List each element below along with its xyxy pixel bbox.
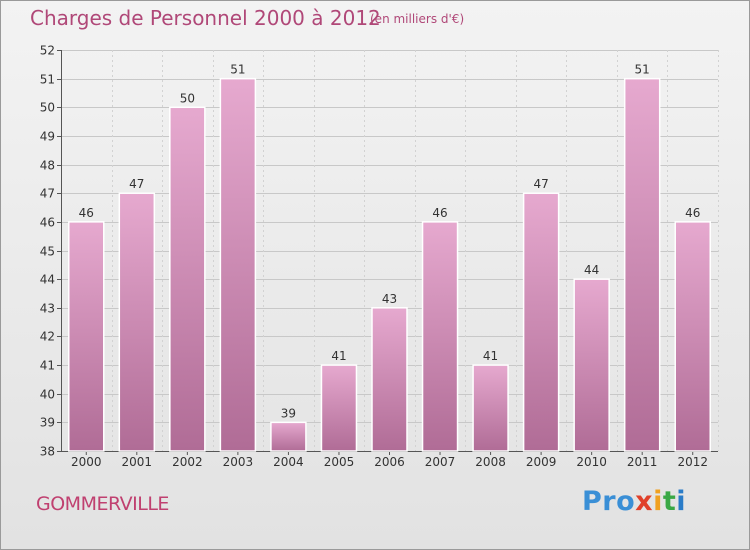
value-label-2012: 46 (685, 206, 700, 220)
value-label-2011: 51 (635, 63, 650, 77)
x-tick-label-2000: 2000 (71, 455, 102, 469)
x-tick-label-2006: 2006 (374, 455, 405, 469)
y-tick-label: 50 (40, 101, 55, 115)
x-tick-label-2005: 2005 (324, 455, 355, 469)
x-tick-label-2008: 2008 (475, 455, 506, 469)
y-tick-label: 47 (40, 187, 55, 201)
logo-part-i1: i (653, 486, 663, 517)
value-label-2010: 44 (584, 263, 599, 277)
bar-2004 (270, 421, 307, 452)
proxiti-logo[interactable]: Proxiti (582, 486, 686, 517)
value-label-2009: 47 (533, 177, 548, 191)
bar-2005 (320, 364, 358, 452)
value-label-2008: 41 (483, 349, 498, 363)
y-tick-label: 41 (40, 359, 55, 373)
y-tick-label: 40 (40, 388, 55, 402)
value-label-2002: 50 (180, 91, 195, 105)
chart-title: Charges de Personnel 2000 à 2012 (30, 6, 381, 30)
value-label-2006: 43 (382, 292, 397, 306)
value-label-2001: 47 (129, 177, 144, 191)
y-tick-label: 45 (40, 245, 55, 259)
bar-layer (68, 77, 711, 452)
x-tick-label-2002: 2002 (172, 455, 203, 469)
x-tick-label-2003: 2003 (223, 455, 254, 469)
y-tick-label: 44 (40, 273, 55, 287)
y-tick-label: 42 (40, 330, 55, 344)
x-tick-label-2004: 2004 (273, 455, 304, 469)
y-tick-label: 49 (40, 130, 55, 144)
bar-2007 (421, 221, 459, 452)
y-tick-label: 38 (40, 445, 55, 459)
x-tick-label-2001: 2001 (122, 455, 153, 469)
value-label-2005: 41 (331, 349, 346, 363)
y-tick-label: 43 (40, 302, 55, 316)
y-tick-label: 51 (40, 73, 55, 87)
x-tick-label-2007: 2007 (425, 455, 456, 469)
x-tick-label-2010: 2010 (576, 455, 607, 469)
bar-2000 (68, 221, 105, 452)
bar-2001 (118, 192, 156, 452)
bar-2008 (472, 364, 509, 452)
y-tick-label: 39 (40, 416, 55, 430)
chart-subtitle: (en milliers d'€) (370, 12, 465, 26)
y-tick-label: 52 (40, 44, 55, 58)
bar-2003 (219, 77, 257, 452)
city-name: GOMMERVILLE (36, 493, 169, 515)
value-label-2003: 51 (230, 63, 245, 77)
logo-part-i2: i (676, 486, 687, 517)
bar-2002 (169, 106, 206, 452)
label-layer: 46 47 50 51 39 41 43 46 41 47 44 51 46 (79, 63, 701, 421)
value-label-2004: 39 (281, 406, 296, 420)
value-label-2007: 46 (432, 206, 447, 220)
logo-part-pro: Pro (582, 486, 636, 517)
y-tick-label: 48 (40, 159, 55, 173)
bar-2006 (371, 307, 408, 452)
bar-2012 (674, 221, 711, 452)
bar-2010 (573, 278, 610, 452)
y-tick-label: 46 (40, 216, 55, 230)
x-tick-label-2011: 2011 (627, 455, 658, 469)
logo-part-x: x (635, 486, 654, 517)
x-tick-label-2012: 2012 (677, 455, 708, 469)
x-tick-label-2009: 2009 (526, 455, 557, 469)
value-label-2000: 46 (79, 206, 94, 220)
logo-part-t: t (662, 486, 677, 517)
bar-2009 (522, 192, 560, 452)
bar-2011 (623, 77, 661, 452)
